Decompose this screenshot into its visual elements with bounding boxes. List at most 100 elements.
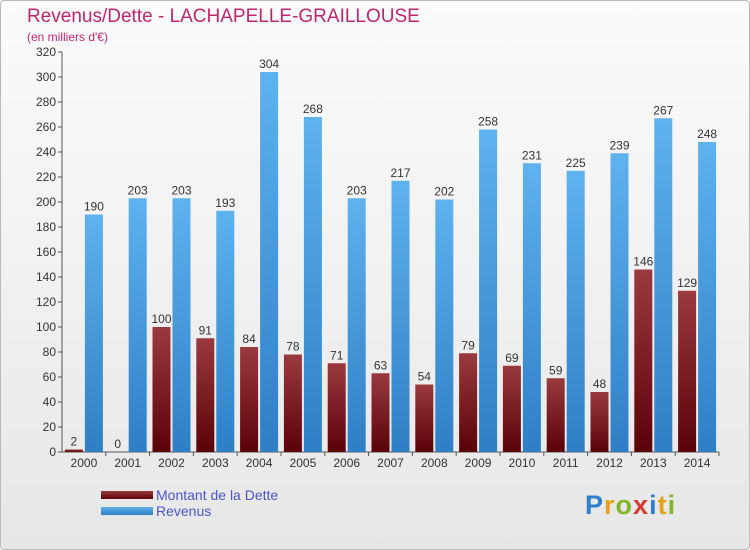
chart-title: Revenus/Dette - LACHAPELLE-GRAILLOUSE [27,6,420,27]
value-label-dette: 2 [71,435,78,449]
value-label-revenus: 231 [522,148,542,162]
value-label-revenus: 202 [434,185,454,199]
value-label-revenus: 239 [609,138,629,152]
logo-letter: x [633,490,650,520]
legend-swatch-revenus [101,507,153,515]
value-label-dette: 78 [286,340,300,354]
value-label-dette: 129 [677,276,697,290]
y-tick-label: 40 [43,395,57,409]
axes: 0204060801001201401601802002202402602803… [36,45,720,470]
x-tick-label: 2003 [202,456,229,470]
bar-revenus [391,180,410,452]
y-tick-label: 240 [36,145,56,159]
bar-dette [546,378,565,452]
bar-revenus [260,72,279,452]
logo-letter: o [615,490,634,520]
x-tick-label: 2008 [421,456,448,470]
bar-chart: 0204060801001201401601802002202402602803… [36,45,720,470]
value-label-revenus: 225 [566,156,586,170]
x-tick-label: 2000 [71,456,98,470]
value-label-dette: 54 [418,370,432,384]
value-labels: 2 190 0 203 100 203 91 193 84 304 78 268 71 203 63 217 5… [71,57,718,451]
bar-dette [327,363,346,452]
bar-revenus [479,129,498,452]
value-label-revenus: 267 [653,103,673,117]
bar-revenus [172,198,191,452]
value-label-revenus: 190 [84,200,104,214]
y-tick-label: 220 [36,170,56,184]
logo-letter: t [657,490,668,520]
y-tick-label: 200 [36,195,56,209]
bar-revenus [610,153,629,452]
y-tick-label: 140 [36,270,56,284]
value-label-revenus: 217 [390,166,410,180]
legend-swatch-dette [101,491,153,499]
x-tick-label: 2007 [377,456,404,470]
bar-revenus [522,163,541,452]
logo-letter: i [649,490,658,520]
bar-revenus [347,198,366,452]
bar-dette [196,338,215,452]
value-label-dette: 48 [593,377,607,391]
bar-dette [64,449,83,452]
x-tick-label: 2010 [509,456,536,470]
value-label-dette: 84 [242,332,256,346]
bar-dette [415,384,434,452]
y-tick-label: 120 [36,295,56,309]
value-label-revenus: 193 [215,196,235,210]
y-tick-label: 300 [36,70,56,84]
logo-letter: i [667,490,677,520]
x-tick-label: 2013 [640,456,667,470]
x-tick-label: 2006 [333,456,360,470]
value-label-dette: 71 [330,348,344,362]
y-tick-label: 280 [36,95,56,109]
y-tick-label: 20 [43,420,57,434]
y-tick-label: 320 [36,45,56,59]
value-label-revenus: 268 [303,102,323,116]
value-label-dette: 69 [505,351,519,365]
bar-dette [678,290,697,452]
value-label-revenus: 304 [259,57,279,71]
proxiti-logo: Proxiti [585,490,676,521]
value-label-dette: 79 [461,338,475,352]
value-label-dette: 146 [633,255,653,269]
y-tick-label: 160 [36,245,56,259]
x-tick-label: 2001 [114,456,141,470]
bar-revenus [698,142,717,452]
bar-dette [502,365,521,452]
y-tick-label: 0 [49,445,56,459]
logo-letter: r [604,490,616,520]
bar-dette [283,354,302,452]
x-tick-label: 2012 [596,456,623,470]
bar-dette [152,327,171,452]
bar-dette [371,373,390,452]
x-tick-label: 2004 [246,456,273,470]
bars [64,72,717,452]
bar-revenus [84,214,103,452]
value-label-dette: 91 [199,323,213,337]
bar-dette [590,392,609,452]
value-label-revenus: 203 [347,183,367,197]
bar-revenus [303,117,322,452]
legend-label-dette: Montant de la Dette [156,487,279,503]
bar-revenus [128,198,147,452]
value-label-revenus: 258 [478,115,498,129]
bar-revenus [566,170,585,452]
value-label-revenus: 248 [697,127,717,141]
x-tick-label: 2011 [553,456,579,470]
value-label-dette: 100 [151,312,171,326]
x-tick-label: 2014 [684,456,711,470]
logo-letter: P [585,490,605,520]
value-label-revenus: 203 [171,183,191,197]
y-tick-label: 80 [43,345,57,359]
bar-revenus [435,199,454,452]
value-label-dette: 0 [114,437,121,451]
bar-revenus [654,118,673,452]
x-tick-label: 2002 [158,456,185,470]
bar-revenus [216,210,235,452]
y-tick-label: 100 [36,320,56,334]
chart-subtitle: (en milliers d'€) [27,30,108,44]
bar-dette [240,347,259,452]
x-tick-label: 2005 [290,456,317,470]
